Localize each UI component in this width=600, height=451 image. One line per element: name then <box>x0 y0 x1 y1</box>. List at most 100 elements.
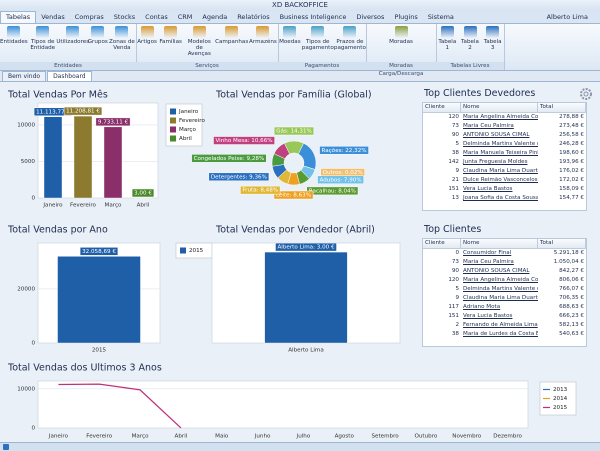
table-cell: 193,96 € <box>538 158 586 167</box>
table-cell: Maria Ceu Palmira <box>461 258 538 267</box>
table-cell: 38 <box>423 330 461 339</box>
legend-swatch <box>170 109 176 115</box>
plot-area <box>38 381 528 428</box>
x-tick-label: Alberto Lima <box>288 348 324 354</box>
legend-swatch <box>170 136 176 142</box>
data-label: Detergentes: 9,36% <box>211 174 267 180</box>
table-cell: Vera Lucia Bastos <box>461 185 538 194</box>
table-cell: 151 <box>423 185 461 194</box>
x-tick-label: Maio <box>215 434 229 440</box>
legend-label: 2014 <box>553 396 568 402</box>
x-tick-label: 2015 <box>92 348 107 354</box>
data-label: Outros: 0,02% <box>323 170 363 176</box>
table-cell: 688,63 € <box>538 303 586 312</box>
table-cell: 176,02 € <box>538 167 586 176</box>
table-cell: 90 <box>423 267 461 276</box>
table-cell: 1.050,04 € <box>538 258 586 267</box>
table-cell: Maria de Lurdes da Costa Ba <box>461 330 538 339</box>
table-cell: Maria Angelina Almeida Coe <box>461 276 538 285</box>
table-cell: 2 <box>423 321 461 330</box>
table-cell: Fernando de Almeida Lima <box>461 321 538 330</box>
data-label: 3,00 € <box>134 190 152 196</box>
data-label: Adubos: 7,90% <box>320 177 362 183</box>
table-cell: Delminda Martins Valente do <box>461 285 538 294</box>
table-cell: Joana Sofia da Costa Sousa <box>461 194 538 203</box>
table-cell: 5 <box>423 140 461 149</box>
y-tick-label: 10000 <box>17 122 35 128</box>
data-label: Leite: 8,63% <box>276 192 311 198</box>
chart-title: Total Vendas Por Mês <box>7 90 108 101</box>
x-tick-label: Dezembro <box>493 434 522 440</box>
chart-title: Total Vendas por Família (Global) <box>215 90 372 101</box>
y-tick-label: 0 <box>31 426 35 432</box>
table-cell: 38 <box>423 149 461 158</box>
x-tick-label: Março <box>105 203 123 209</box>
table-cell: 73 <box>423 122 461 131</box>
table-cell: 273,48 € <box>538 122 586 131</box>
settings-gear[interactable] <box>581 89 591 99</box>
table-cell: 172,02 € <box>538 176 586 185</box>
table-cell: 120 <box>423 276 461 285</box>
table-cell: 0 <box>423 249 461 258</box>
column-header: Nome <box>461 103 538 112</box>
table-cell: 5 <box>423 285 461 294</box>
bar <box>58 256 141 343</box>
data-label: Gás: 14,31% <box>276 128 312 135</box>
column-header: Cliente <box>423 239 461 248</box>
column-header: Total <box>538 239 586 248</box>
table-cell: 246,28 € <box>538 140 586 149</box>
table-cell: 9 <box>423 167 461 176</box>
table-cell: 117 <box>423 303 461 312</box>
x-tick-label: Junho <box>254 434 271 440</box>
table-cell: Adriano Mota <box>461 303 538 312</box>
legend-label: 2015 <box>189 248 204 254</box>
data-label: Vinho Mesa: 10,66% <box>215 138 272 144</box>
data-label: 11.208,81 € <box>66 109 100 115</box>
x-tick-label: Fevereiro <box>70 203 96 209</box>
x-tick-label: Janeiro <box>48 434 69 440</box>
table-cell: 73 <box>423 258 461 267</box>
table-cell: 90 <box>423 131 461 140</box>
table-cell: Claudina Maria Lima Duarte <box>461 294 538 303</box>
legend-label: Janeiro <box>178 109 199 115</box>
data-label: Alberto Lima: 3,00 € <box>277 245 335 251</box>
table-cell: Vera Lucia Bastos <box>461 312 538 321</box>
legend-swatch <box>170 118 176 124</box>
x-tick-label: Abril <box>137 203 150 209</box>
table-cell: 154,77 € <box>538 194 586 203</box>
table-cell: 540,63 € <box>538 330 586 339</box>
table-cell: 21 <box>423 176 461 185</box>
table-cell: 5.291,18 € <box>538 249 586 258</box>
y-tick-label: 20000 <box>17 286 35 292</box>
legend-label: Fevereiro <box>179 118 205 124</box>
table-cell: 278,88 € <box>538 113 586 122</box>
table-cell: 142 <box>423 158 461 167</box>
table-cell: 151 <box>423 312 461 321</box>
chart-title: Total Vendas por Ano <box>7 225 108 236</box>
y-tick-label: 10000 <box>17 386 35 392</box>
table-cell: 806,06 € <box>538 276 586 285</box>
